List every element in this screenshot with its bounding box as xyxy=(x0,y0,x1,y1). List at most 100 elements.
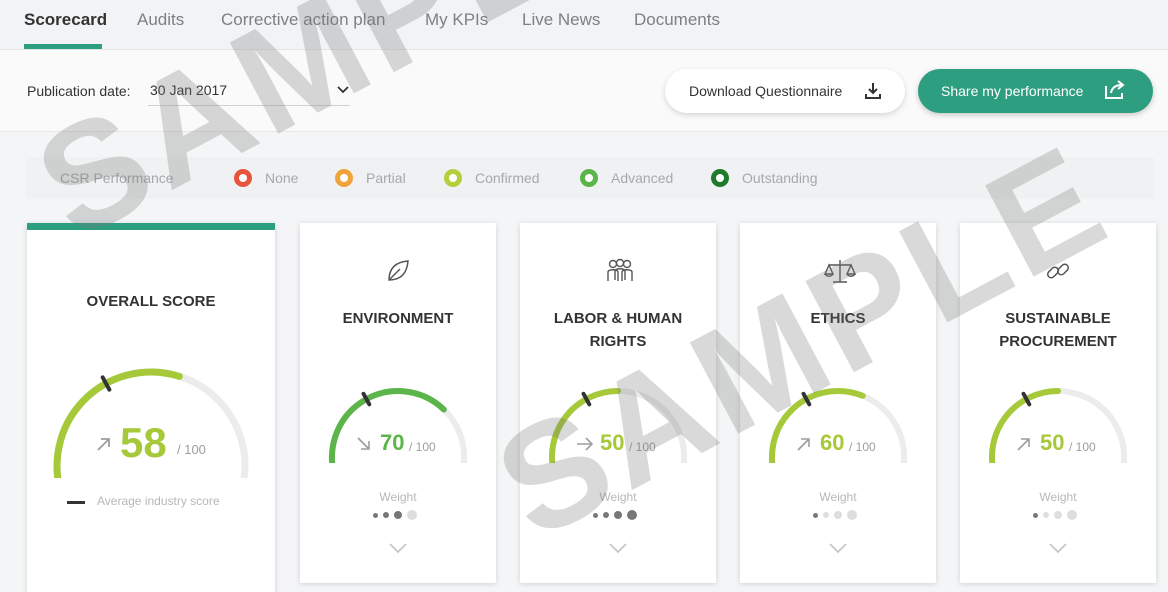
average-industry-marker xyxy=(801,391,812,407)
trend-up-arrow-icon xyxy=(1016,436,1032,457)
ethics-gauge xyxy=(769,387,907,463)
share-icon xyxy=(1103,79,1129,106)
sustainable-procurement-gauge xyxy=(989,387,1127,463)
weight-indicator xyxy=(813,510,865,520)
weight-dot xyxy=(1054,511,1062,519)
weight-dot xyxy=(614,511,622,519)
trend-right-arrow-icon xyxy=(576,436,594,457)
weight-indicator xyxy=(373,510,425,520)
tab-documents[interactable]: Documents xyxy=(634,10,720,29)
publication-date-select[interactable]: 30 Jan 2017 xyxy=(148,78,350,106)
weight-label: Weight xyxy=(379,490,417,504)
weight-dot xyxy=(834,511,842,519)
download-icon xyxy=(863,81,883,106)
score-value: 50 xyxy=(600,430,625,455)
score-value: 70 xyxy=(380,430,405,455)
category-title: ENVIRONMENT xyxy=(342,310,454,327)
score-max: / 100 xyxy=(1069,440,1096,454)
score-max: / 100 xyxy=(629,440,656,454)
active-tab-indicator xyxy=(24,44,102,49)
overall-score-max: / 100 xyxy=(177,442,206,457)
weight-dot xyxy=(603,512,609,518)
tab-audits[interactable]: Audits xyxy=(137,10,185,29)
legend-dot xyxy=(444,169,462,187)
legend-title: CSR Performance xyxy=(60,170,174,186)
category-title: ETHICS xyxy=(810,310,866,327)
chain-link-icon xyxy=(1044,257,1072,290)
average-industry-score-label: Average industry score xyxy=(97,494,220,508)
trend-up-arrow-icon xyxy=(796,436,812,457)
legend-label: Confirmed xyxy=(475,170,540,186)
legend-dot xyxy=(335,169,353,187)
expand-chevron-icon[interactable] xyxy=(608,541,628,559)
weight-label: Weight xyxy=(599,490,637,504)
category-card-environment[interactable]: ENVIRONMENT 70 / 100 Weight xyxy=(300,223,496,583)
gauge-fill xyxy=(989,388,1061,463)
overall-score-value: 58 xyxy=(120,419,167,466)
publication-date-value: 30 Jan 2017 xyxy=(150,82,228,98)
expand-chevron-icon[interactable] xyxy=(388,541,408,559)
weight-dot xyxy=(1043,512,1049,518)
gauge-fill xyxy=(769,388,866,463)
expand-chevron-icon[interactable] xyxy=(828,541,848,559)
score-value: 50 xyxy=(1040,430,1065,455)
chevron-down-icon xyxy=(336,83,350,102)
environment-gauge xyxy=(329,387,467,463)
download-questionnaire-label: Download Questionnaire xyxy=(689,83,843,99)
weight-dot xyxy=(813,512,818,518)
weight-dot xyxy=(593,512,598,518)
weight-dot xyxy=(373,512,378,518)
category-card-labor-human-rights[interactable]: LABOR & HUMAN RIGHTS 50 / 100 Weight xyxy=(520,223,716,583)
scales-icon xyxy=(823,257,857,290)
download-questionnaire-button[interactable]: Download Questionnaire xyxy=(665,69,905,113)
share-performance-button[interactable]: Share my performance xyxy=(918,69,1153,113)
gauge-fill xyxy=(53,368,183,478)
leaf-icon xyxy=(384,257,412,290)
category-card-sustainable-procurement[interactable]: SUSTAINABLE PROCUREMENT 50 / 100 Weight xyxy=(960,223,1156,583)
legend-dot xyxy=(580,169,598,187)
people-icon xyxy=(604,257,636,290)
tab-my-kpis[interactable]: My KPIs xyxy=(425,10,489,29)
average-marker-icon xyxy=(67,501,85,504)
category-title: SUSTAINABLE PROCUREMENT xyxy=(999,310,1117,350)
publication-date-label: Publication date: xyxy=(27,83,131,99)
score-max: / 100 xyxy=(849,440,876,454)
weight-dot xyxy=(1067,510,1077,520)
csr-performance-legend: CSR Performance None Partial Confirmed A… xyxy=(26,157,1154,199)
trend-down-arrow-icon xyxy=(356,436,372,457)
tab-corrective-action-plan[interactable]: Corrective action plan xyxy=(221,10,386,29)
legend-label: Partial xyxy=(366,170,406,186)
tab-bar: Scorecard Audits Corrective action plan … xyxy=(0,0,1168,50)
weight-indicator xyxy=(593,510,645,520)
toolbar: Publication date: 30 Jan 2017 Download Q… xyxy=(0,50,1168,132)
average-industry-marker xyxy=(581,391,592,407)
weight-dot xyxy=(1033,512,1038,518)
tab-live-news[interactable]: Live News xyxy=(522,10,601,29)
average-industry-marker xyxy=(1021,391,1032,407)
average-industry-marker xyxy=(100,375,112,392)
labor-human-rights-gauge xyxy=(549,387,687,463)
weight-dot xyxy=(383,512,389,518)
expand-chevron-icon[interactable] xyxy=(1048,541,1068,559)
trend-up-arrow-icon xyxy=(95,435,113,458)
legend-label: Advanced xyxy=(611,170,674,186)
average-industry-marker xyxy=(361,391,372,407)
weight-label: Weight xyxy=(1039,490,1077,504)
legend-dot xyxy=(711,169,729,187)
category-card-ethics[interactable]: ETHICS 60 / 100 Weight xyxy=(740,223,936,583)
weight-dot xyxy=(847,510,857,520)
weight-dot xyxy=(394,511,402,519)
legend-dot xyxy=(234,169,252,187)
weight-dot xyxy=(627,510,637,520)
legend-label: Outstanding xyxy=(742,170,818,186)
score-value: 60 xyxy=(820,430,845,455)
gauge-fill xyxy=(549,388,621,463)
weight-indicator xyxy=(1033,510,1085,520)
weight-dot xyxy=(407,510,417,520)
weight-label: Weight xyxy=(819,490,857,504)
weight-dot xyxy=(823,512,829,518)
tab-scorecard[interactable]: Scorecard xyxy=(24,10,108,29)
category-title: LABOR & HUMAN RIGHTS xyxy=(553,310,683,350)
score-max: / 100 xyxy=(409,440,436,454)
overall-score-gauge xyxy=(53,368,249,478)
